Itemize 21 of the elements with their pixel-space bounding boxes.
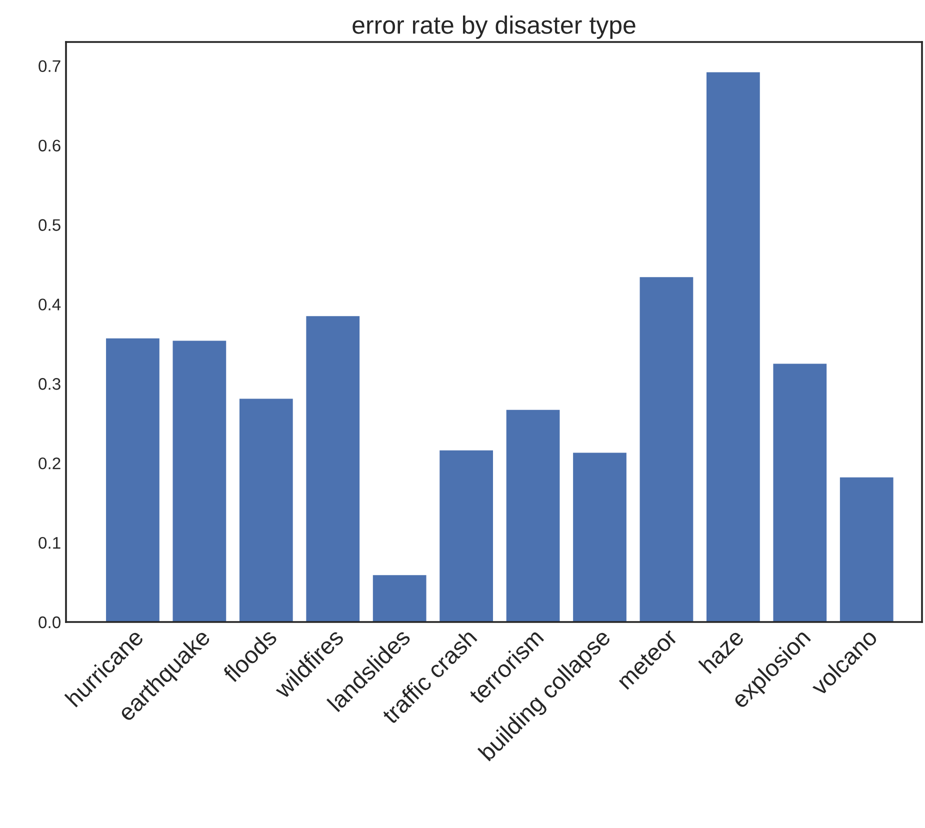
bar [706,72,760,622]
bar [106,338,160,622]
bar [172,340,226,622]
y-tick-label: 0.4 [38,298,61,310]
y-tick-label: 0.2 [38,457,60,470]
bar [372,575,426,622]
chart-title: error rate by disaster type [352,16,636,39]
bar [840,477,894,622]
bar [773,364,827,622]
y-tick-label: 0.1 [38,536,60,549]
bar [239,398,293,622]
bar [640,277,694,622]
bar [440,450,493,622]
bar [573,452,626,622]
y-tick-label: 0.0 [38,616,60,628]
y-tick-label: 0.3 [38,378,60,390]
y-tick-label: 0.5 [38,219,60,231]
bar [306,316,360,622]
y-tick-label: 0.6 [38,140,60,152]
bar [506,410,560,622]
y-tick-label: 0.7 [38,60,60,72]
